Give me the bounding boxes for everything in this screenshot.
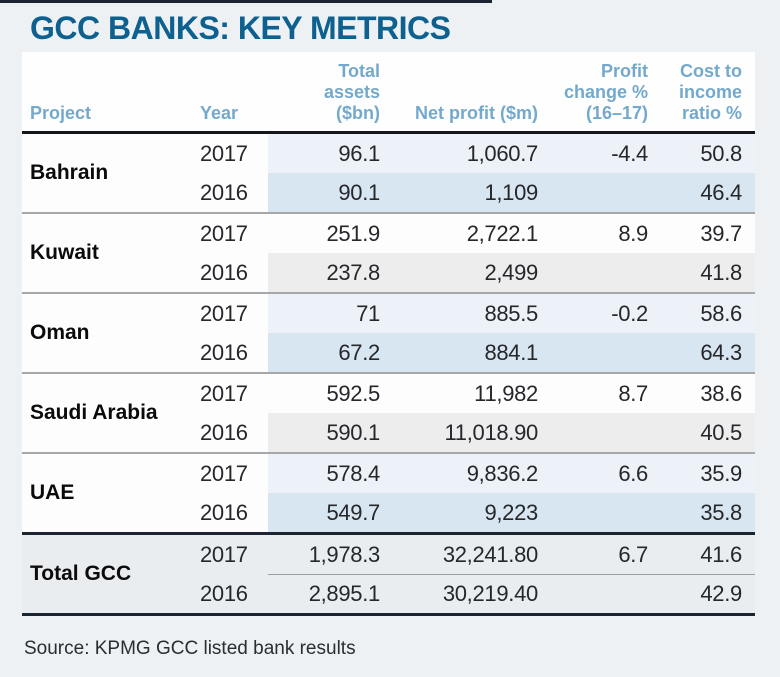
net-profit-cell: 2,499	[390, 253, 548, 292]
net-profit-cell: 11,018.90	[390, 413, 548, 452]
profit-change-cell	[548, 253, 658, 292]
column-header-label: (16–17)	[585, 103, 648, 124]
column-header-profit-change: Profit change % (16–17)	[548, 52, 658, 131]
column-header-label: Total	[338, 61, 380, 82]
total-assets-cell: 2,895.1	[268, 574, 390, 613]
year-cell: 2017	[200, 460, 248, 486]
top-rule	[0, 0, 492, 3]
year-cell: 2017	[200, 300, 248, 326]
project-cell: Bahrain	[30, 161, 109, 184]
year-cell: 2016	[200, 580, 248, 606]
column-header-label: assets	[323, 82, 380, 103]
cost-income-cell: 35.9	[658, 454, 755, 493]
column-header-year: Year	[198, 52, 268, 131]
net-profit-cell: 30,219.40	[390, 574, 548, 613]
cost-income-cell: 64.3	[658, 333, 755, 372]
year-cell: 2016	[200, 339, 248, 365]
cost-income-cell: 50.8	[658, 134, 755, 173]
net-profit-cell: 2,722.1	[466, 220, 539, 246]
cost-income-cell: 40.5	[658, 413, 755, 452]
year-cell: 2017	[200, 140, 248, 166]
project-cell: UAE	[30, 481, 75, 504]
net-profit-cell: 9,223	[390, 493, 548, 532]
total-assets-cell: 71	[268, 294, 390, 333]
column-header-label: change %	[563, 82, 648, 103]
column-header-net-profit: Net profit ($m)	[390, 52, 548, 131]
table-header-row: Project Year Total assets ($bn) Net prof…	[22, 52, 755, 134]
column-header-project: Project	[22, 52, 198, 131]
total-assets-cell: 590.1	[268, 413, 390, 452]
year-cell: 2016	[200, 179, 248, 205]
profit-change-cell	[548, 333, 658, 372]
total-assets-cell: 90.1	[268, 173, 390, 212]
column-header-total-assets: Total assets ($bn)	[268, 52, 390, 131]
net-profit-cell: 1,109	[390, 173, 548, 212]
source-note: Source: KPMG GCC listed bank results	[24, 638, 356, 659]
profit-change-cell: 6.7	[618, 541, 648, 567]
profit-change-cell: -4.4	[548, 134, 658, 173]
column-header-label: Net profit ($m)	[415, 103, 538, 124]
project-cell: Saudi Arabia	[30, 401, 158, 424]
column-header-label: Cost to	[680, 61, 742, 82]
total-assets-cell: 67.2	[268, 333, 390, 372]
column-header-label: Year	[200, 103, 239, 124]
cost-income-cell: 35.8	[658, 493, 755, 532]
cost-income-cell: 41.8	[658, 253, 755, 292]
column-header-label: ($bn)	[336, 103, 380, 124]
project-cell: Kuwait	[30, 241, 99, 264]
net-profit-cell: 884.1	[390, 333, 548, 372]
table-group-bahrain: Bahrain 2017 96.1 1,060.7 -4.4 50.8 2016…	[22, 134, 755, 212]
total-assets-cell: 251.9	[326, 220, 380, 246]
year-cell: 2017	[200, 220, 248, 246]
profit-change-cell: 6.6	[548, 454, 658, 493]
table-group-oman: Oman 2017 71 885.5 -0.2 58.6 2016 67.2 8…	[22, 292, 755, 372]
cost-income-cell: 46.4	[658, 173, 755, 212]
total-assets-cell: 592.5	[326, 380, 380, 406]
table-group-total-gcc: Total GCC 2017 1,978.3 32,241.80 6.7 41.…	[22, 535, 755, 613]
total-assets-cell: 237.8	[268, 253, 390, 292]
total-assets-cell: 549.7	[268, 493, 390, 532]
cost-income-cell: 58.6	[658, 294, 755, 333]
column-header-label: income	[678, 82, 742, 103]
net-profit-cell: 885.5	[390, 294, 548, 333]
column-header-cost-income: Cost to income ratio %	[658, 52, 755, 131]
cost-income-cell: 39.7	[700, 220, 742, 246]
table-bottom-rule	[22, 613, 755, 616]
metrics-table: Project Year Total assets ($bn) Net prof…	[22, 52, 755, 616]
profit-change-cell: 8.9	[618, 220, 648, 246]
net-profit-cell: 32,241.80	[442, 541, 538, 567]
total-top-rule	[22, 532, 755, 535]
table-group-kuwait: Kuwait 2017 251.9 2,722.1 8.9 39.7 2016 …	[22, 212, 755, 292]
column-header-label: Profit	[601, 61, 648, 82]
total-assets-cell: 96.1	[268, 134, 390, 173]
profit-change-cell	[548, 413, 658, 452]
cost-income-cell: 42.9	[658, 574, 755, 613]
project-cell: Total GCC	[30, 562, 132, 585]
year-cell: 2017	[200, 541, 248, 567]
profit-change-cell: -0.2	[548, 294, 658, 333]
profit-change-cell	[548, 173, 658, 212]
column-header-label: ratio %	[681, 103, 742, 124]
total-assets-cell: 578.4	[268, 454, 390, 493]
profit-change-cell: 8.7	[618, 380, 648, 406]
net-profit-cell: 11,982	[474, 380, 538, 406]
net-profit-cell: 1,060.7	[390, 134, 548, 173]
table-group-uae: UAE 2017 578.4 9,836.2 6.6 35.9 2016 549…	[22, 452, 755, 532]
table-group-saudi-arabia: Saudi Arabia 2017 592.5 11,982 8.7 38.6 …	[22, 372, 755, 452]
column-header-label: Project	[30, 103, 92, 124]
profit-change-cell	[548, 493, 658, 532]
cost-income-cell: 41.6	[700, 541, 742, 567]
net-profit-cell: 9,836.2	[390, 454, 548, 493]
year-cell: 2016	[200, 419, 248, 445]
year-cell: 2016	[200, 259, 248, 285]
year-cell: 2016	[200, 499, 248, 525]
total-assets-cell: 1,978.3	[308, 541, 381, 567]
year-cell: 2017	[200, 380, 248, 406]
cost-income-cell: 38.6	[700, 380, 742, 406]
project-cell: Oman	[30, 321, 90, 344]
profit-change-cell	[548, 574, 658, 613]
page-title: GCC BANKS: KEY METRICS	[30, 10, 451, 46]
